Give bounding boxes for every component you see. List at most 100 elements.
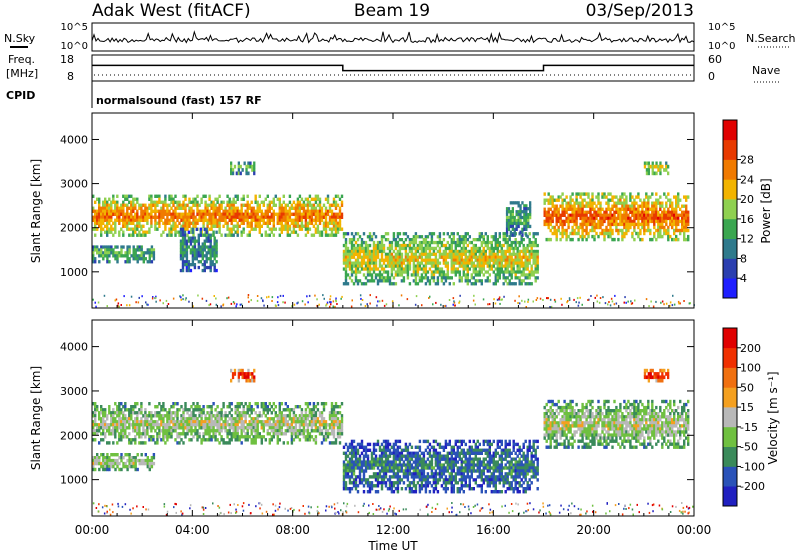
- noise-right-tick-bottom: 10^0: [708, 41, 735, 52]
- power-colorbar-swatch: [723, 179, 737, 200]
- station-title: Adak West (fitACF): [92, 1, 251, 21]
- velocity-echo-region: [543, 399, 690, 449]
- power-colorbar-tick-label: 4: [740, 272, 747, 285]
- cpid-label: CPID: [6, 89, 35, 102]
- power-colorbar-tick-label: 16: [740, 213, 754, 226]
- noise-left-tick-top: 10^5: [61, 22, 88, 33]
- power-echo-region: [543, 192, 690, 242]
- power-ytick-label: 4000: [60, 133, 88, 146]
- time-tick-label: 20:00: [576, 523, 611, 537]
- velocity-colorbar-swatch: [723, 407, 737, 428]
- freq-label-line2: [MHz]: [6, 67, 38, 80]
- power-echo-region: [342, 232, 539, 286]
- velocity-colorbar-tick-label: -100: [740, 460, 765, 473]
- freq-panel-frame: [91, 54, 695, 82]
- power-echo-data: [92, 161, 695, 308]
- velocity-ytick-label: 3000: [60, 385, 88, 398]
- velocity-colorbar-tick-label: 200: [740, 342, 761, 355]
- nave-label: Nave: [752, 64, 780, 77]
- power-colorbar: 4 8 12 16 20 24 28: [722, 119, 754, 299]
- freq-tick-bottom: 8: [67, 70, 74, 83]
- power-colorbar-swatch: [723, 218, 737, 239]
- nave-tick-bottom: 0: [708, 70, 715, 83]
- velocity-near-range-speckle: [92, 502, 694, 516]
- velocity-colorbar: 200 100 50 15 -15 -50 -100 -200: [722, 327, 765, 507]
- velocity-echo-region: [230, 368, 256, 383]
- noise-right-tick-top: 10^5: [708, 22, 735, 33]
- velocity-colorbar-tick-label: -15: [740, 421, 758, 434]
- power-colorbar-swatch: [723, 238, 737, 259]
- velocity-colorbar-swatch: [723, 486, 737, 507]
- velocity-echo-data: [92, 368, 694, 516]
- power-ylabel: Slant Range [km]: [29, 159, 43, 263]
- power-colorbar-swatch: [723, 258, 737, 279]
- velocity-y-axis: 1000 2000 3000 4000: [60, 341, 694, 487]
- power-colorbar-swatch: [723, 278, 737, 299]
- freq-line: [92, 64, 694, 72]
- velocity-colorbar-swatch: [723, 426, 737, 447]
- cpid-program: normalsound (fast) 157 RF: [96, 94, 262, 107]
- velocity-colorbar-swatch: [723, 466, 737, 487]
- beam-title: Beam 19: [354, 1, 430, 21]
- velocity-colorbar-frame: [722, 327, 738, 507]
- velocity-colorbar-tick-label: -50: [740, 441, 758, 454]
- power-ytick-label: 3000: [60, 178, 88, 191]
- power-colorbar-swatch: [723, 199, 737, 220]
- velocity-colorbar-swatch: [723, 347, 737, 368]
- velocity-echo-region: [92, 453, 156, 472]
- noise-panel-frame: [91, 22, 695, 52]
- power-ytick-label: 1000: [60, 266, 88, 279]
- velocity-colorbar-tick-label: 100: [740, 362, 761, 375]
- velocity-ytick-label: 1000: [60, 474, 88, 487]
- time-axis-label: Time UT: [367, 539, 418, 553]
- velocity-cbar-label: Velocity [m s⁻¹]: [766, 371, 780, 464]
- velocity-colorbar-swatch: [723, 387, 737, 408]
- noise-right-label: N.Search: [746, 32, 796, 45]
- power-echo-region: [230, 161, 256, 176]
- time-tick-label: 00:00: [75, 523, 110, 537]
- time-tick-label: 04:00: [175, 523, 210, 537]
- power-echo-region: [643, 161, 670, 176]
- velocity-ytick-label: 2000: [60, 429, 88, 442]
- power-colorbar-tick-label: 28: [740, 154, 754, 167]
- noise-left-label: N.Sky: [4, 32, 36, 45]
- time-tick-label: 08:00: [275, 523, 310, 537]
- power-ytick-label: 2000: [60, 222, 88, 235]
- noise-traces: [91, 30, 695, 44]
- freq-tick-top: 18: [60, 53, 74, 66]
- power-echo-region: [92, 245, 156, 264]
- velocity-colorbar-tick-label: 15: [740, 401, 754, 414]
- time-tick-label: 12:00: [376, 523, 411, 537]
- power-near-range-speckle: [92, 294, 695, 308]
- velocity-echo-region: [92, 402, 344, 445]
- velocity-echo-region: [643, 368, 670, 383]
- nave-tick-top: 60: [708, 53, 722, 66]
- velocity-ylabel: Slant Range [km]: [29, 366, 43, 470]
- power-colorbar-tick-label: 24: [740, 173, 754, 186]
- power-y-axis: 1000 2000 3000 4000: [60, 133, 694, 279]
- power-colorbar-tick-label: 12: [740, 233, 754, 246]
- power-cbar-label: Power [dB]: [759, 178, 773, 243]
- power-colorbar-tick-label: 20: [740, 193, 754, 206]
- time-tick-label: 16:00: [476, 523, 511, 537]
- power-echo-region: [179, 227, 218, 273]
- power-colorbar-tick-label: 8: [740, 252, 747, 265]
- velocity-colorbar-tick-label: 50: [740, 381, 754, 394]
- velocity-colorbar-swatch: [723, 367, 737, 388]
- freq-label-line1: Freq.: [8, 53, 35, 66]
- time-tick-label: 00:00: [677, 523, 712, 537]
- velocity-colorbar-swatch: [723, 446, 737, 467]
- power-colorbar-swatch: [723, 159, 737, 180]
- power-echo-region: [92, 194, 344, 237]
- velocity-colorbar-swatch: [723, 328, 737, 349]
- velocity-ytick-label: 4000: [60, 341, 88, 354]
- date-title: 03/Sep/2013: [586, 1, 694, 21]
- time-axis: 00:00 04:00 08:00 12:00 16:00 20:00 00:00: [75, 113, 712, 537]
- noise-left-tick-bottom: 10^0: [61, 41, 88, 52]
- power-colorbar-swatch: [723, 139, 737, 160]
- velocity-colorbar-tick-label: -200: [740, 480, 765, 493]
- sky-noise-trace: [91, 30, 695, 44]
- power-colorbar-frame: [722, 119, 738, 299]
- power-colorbar-swatch: [723, 120, 737, 141]
